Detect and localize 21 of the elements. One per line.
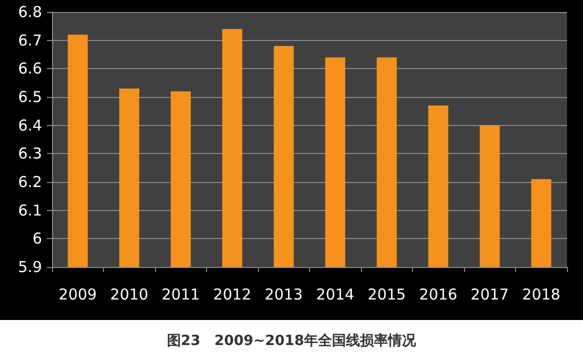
y-tick-label: 6.4	[18, 116, 42, 134]
y-tick-label: 6.7	[18, 31, 42, 50]
x-tick-label: 2017	[470, 286, 509, 304]
text: 图23 2009~2018年全国线损率情况	[166, 332, 418, 349]
y-tick-label: 6	[32, 230, 42, 248]
x-tick-label: 2018	[522, 286, 560, 304]
x-tick-label: 2014	[316, 286, 354, 304]
x-tick-label: 2016	[419, 286, 458, 304]
y-tick-label: 6.8	[18, 3, 42, 21]
y-tick-label: 5.9	[18, 258, 42, 276]
y-tick-label: 6.6	[18, 60, 42, 78]
x-tick-label: 2013	[264, 286, 303, 304]
x-tick-label: 2012	[213, 286, 252, 304]
x-tick-label: 2015	[368, 286, 406, 304]
x-tick-label: 2009	[58, 286, 97, 304]
y-tick-label: 6.5	[18, 88, 42, 106]
x-tick-label: 2010	[110, 286, 148, 304]
y-tick-label: 6.2	[18, 173, 42, 191]
x-tick-label: 2011	[162, 286, 200, 304]
y-tick-label: 6.1	[18, 201, 42, 220]
y-tick-label: 6.3	[18, 144, 42, 163]
